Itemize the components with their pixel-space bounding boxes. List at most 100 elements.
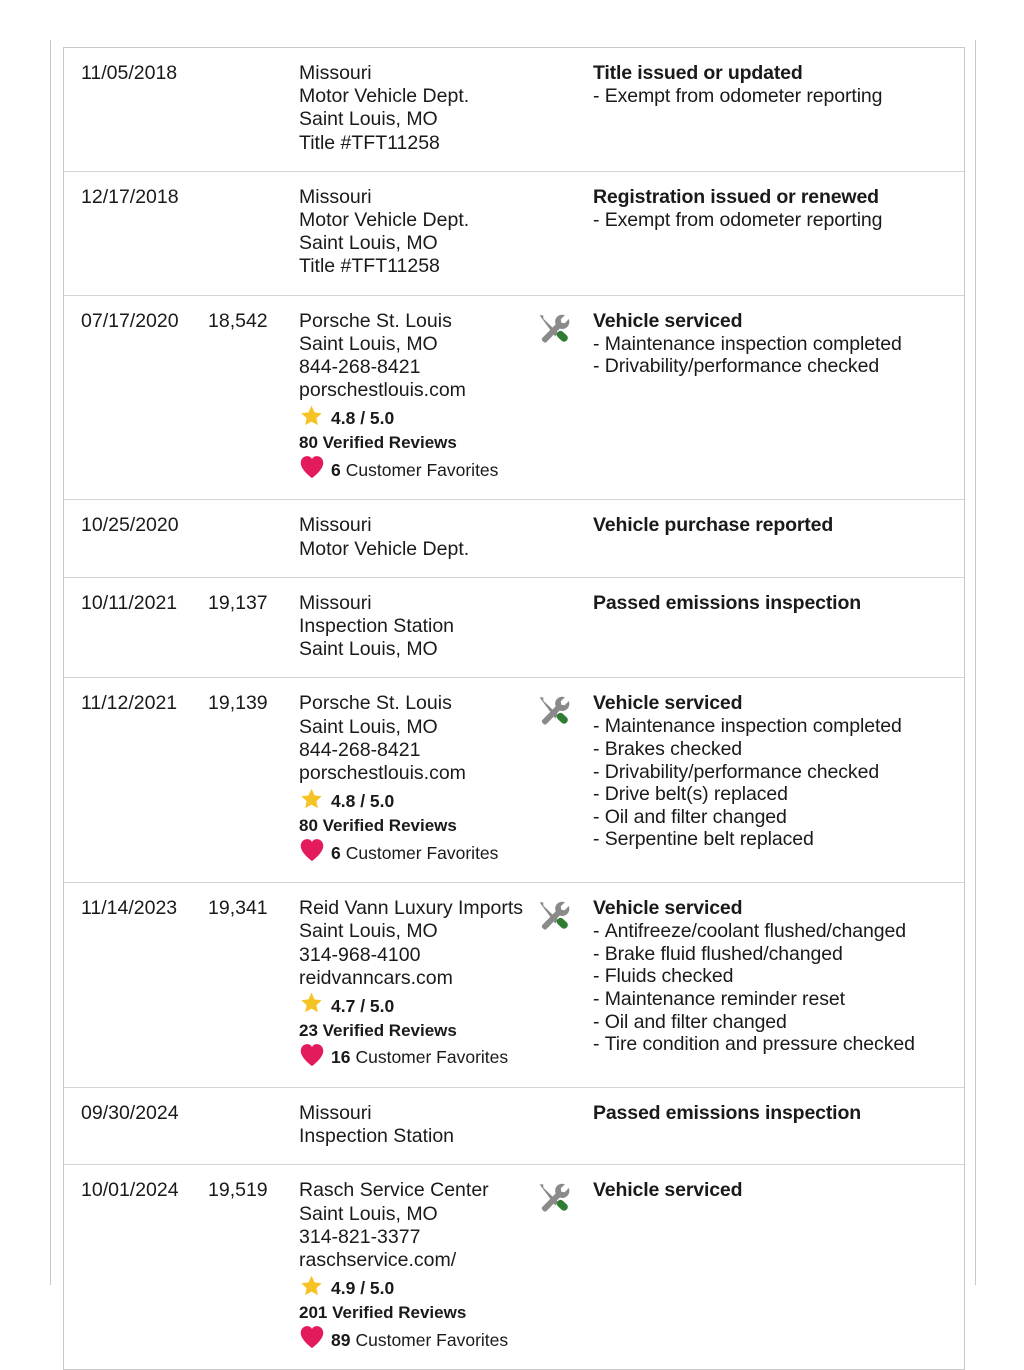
reviews-label: Verified Reviews bbox=[322, 816, 457, 836]
favorites-label: Customer Favorites bbox=[355, 1329, 509, 1350]
source-line: Motor Vehicle Dept. bbox=[299, 209, 470, 232]
source-line: Saint Louis, MO bbox=[299, 332, 438, 355]
record-event-title: Vehicle serviced bbox=[593, 309, 743, 332]
service-detail-item: Maintenance inspection completed bbox=[593, 715, 952, 738]
reviews-count: 80 bbox=[299, 816, 318, 836]
service-detail-list: Exempt from odometer reporting bbox=[593, 85, 952, 108]
record-detail: Vehicle serviced bbox=[593, 1179, 964, 1202]
rating-score: 4.9 / 5.0 bbox=[331, 1278, 395, 1299]
customer-favorites: 6 Customer Favorites bbox=[299, 838, 537, 868]
record-date: 10/01/2024 bbox=[81, 1179, 179, 1202]
source-line: Inspection Station bbox=[299, 615, 455, 638]
record-date: 11/14/2023 bbox=[81, 897, 178, 920]
table-row: 10/25/2020 Missouri Motor Vehicle Dept. Veh… bbox=[64, 500, 964, 578]
record-icon-cell bbox=[537, 514, 593, 517]
favorites-label: Customer Favorites bbox=[345, 842, 499, 863]
record-source: Missouri Inspection Station Saint Louis, M… bbox=[299, 592, 537, 662]
source-line: reidvanncars.com bbox=[299, 966, 453, 989]
star-icon bbox=[299, 787, 324, 817]
service-detail-item: Serpentine belt replaced bbox=[593, 828, 952, 851]
page-edge-rule-right bbox=[975, 40, 976, 1285]
reviews-label: Verified Reviews bbox=[322, 433, 457, 453]
source-line: Saint Louis, MO bbox=[299, 108, 438, 131]
reviews-count: 23 bbox=[299, 1021, 318, 1041]
service-detail-item: Oil and filter changed bbox=[593, 806, 952, 829]
record-event-title: Registration issued or renewed bbox=[593, 185, 879, 208]
record-event-title: Vehicle serviced bbox=[593, 692, 743, 715]
vehicle-history-table: 11/05/2018 Missouri Motor Vehicle Dept. Sai… bbox=[63, 47, 965, 1370]
favorites-count: 89 bbox=[331, 1329, 351, 1350]
record-event-title: Passed emissions inspection bbox=[593, 591, 861, 614]
record-odometer: 19,139 bbox=[208, 692, 268, 715]
source-line: Missouri bbox=[299, 62, 372, 84]
service-detail-item: Brakes checked bbox=[593, 738, 952, 761]
source-line: Missouri bbox=[299, 185, 372, 208]
record-source: Porsche St. Louis Saint Louis, MO 844-268-… bbox=[299, 310, 537, 484]
favorites-count: 16 bbox=[331, 1047, 351, 1068]
favorites-count: 6 bbox=[331, 459, 341, 480]
star-icon bbox=[299, 1274, 324, 1304]
service-detail-item: Fluids checked bbox=[593, 965, 952, 988]
record-date: 12/17/2018 bbox=[81, 185, 179, 208]
source-line: Saint Louis, MO bbox=[299, 1202, 438, 1225]
wrench-screwdriver-icon bbox=[537, 1182, 593, 1219]
source-line: Missouri bbox=[299, 591, 372, 614]
verified-reviews: 23 Verified Reviews bbox=[299, 1020, 537, 1042]
record-detail: Passed emissions inspection bbox=[593, 592, 964, 615]
service-detail-item: Exempt from odometer reporting bbox=[593, 85, 952, 108]
source-line: 844-268-8421 bbox=[299, 738, 421, 761]
record-source: Missouri Motor Vehicle Dept. bbox=[299, 514, 537, 560]
record-detail: Title issued or updatedExempt from odome… bbox=[593, 62, 964, 108]
star-icon bbox=[299, 991, 324, 1021]
wrench-screwdriver-icon bbox=[537, 900, 593, 937]
source-line: 314-821-3377 bbox=[299, 1225, 421, 1248]
service-detail-item: Brake fluid flushed/changed bbox=[593, 943, 952, 966]
source-line: 844-268-8421 bbox=[299, 356, 421, 379]
table-row: 11/05/2018 Missouri Motor Vehicle Dept. Sai… bbox=[64, 48, 964, 172]
reviews-count: 201 bbox=[299, 1303, 328, 1323]
heart-icon bbox=[299, 1043, 325, 1073]
service-detail-item: Drive belt(s) replaced bbox=[593, 783, 952, 806]
source-line: Motor Vehicle Dept. bbox=[299, 85, 470, 108]
source-line: Porsche St. Louis bbox=[299, 692, 452, 715]
reviews-label: Verified Reviews bbox=[322, 1021, 457, 1041]
service-detail-list: Exempt from odometer reporting bbox=[593, 209, 952, 232]
record-detail: Vehicle purchase reported bbox=[593, 514, 964, 537]
source-line: Saint Louis, MO bbox=[299, 232, 438, 255]
source-line: raschservice.com/ bbox=[299, 1249, 457, 1272]
record-source: Missouri Motor Vehicle Dept. Saint Louis, … bbox=[299, 62, 537, 155]
dealer-rating: 4.7 / 5.0 bbox=[299, 991, 537, 1021]
service-detail-item: Antifreeze/coolant flushed/changed bbox=[593, 920, 952, 943]
reviews-label: Verified Reviews bbox=[332, 1303, 467, 1323]
source-line: porschestlouis.com bbox=[299, 762, 466, 785]
table-row: 10/01/2024 19,519 Rasch Service Center Sain… bbox=[64, 1165, 964, 1369]
record-icon-cell bbox=[537, 1179, 593, 1219]
service-detail-list: Maintenance inspection completedDrivabil… bbox=[593, 333, 952, 378]
verified-reviews: 80 Verified Reviews bbox=[299, 815, 537, 837]
source-line: Saint Louis, MO bbox=[299, 638, 438, 661]
record-odometer: 18,542 bbox=[208, 309, 268, 332]
customer-favorites: 89 Customer Favorites bbox=[299, 1326, 537, 1353]
record-icon-cell bbox=[537, 897, 593, 937]
record-detail: Passed emissions inspection bbox=[593, 1102, 964, 1125]
record-detail: Vehicle servicedMaintenance inspection c… bbox=[593, 692, 964, 851]
source-line: Saint Louis, MO bbox=[299, 715, 438, 738]
dealer-rating: 4.8 / 5.0 bbox=[299, 787, 537, 817]
record-date: 11/05/2018 bbox=[81, 62, 178, 84]
source-line: porschestlouis.com bbox=[299, 379, 466, 402]
record-source: Reid Vann Luxury Imports Saint Louis, MO 3… bbox=[299, 897, 537, 1071]
reviews-count: 80 bbox=[299, 433, 318, 453]
source-line: Reid Vann Luxury Imports bbox=[299, 897, 523, 920]
favorites-label: Customer Favorites bbox=[355, 1047, 509, 1068]
record-source: Rasch Service Center Saint Louis, MO 314-8… bbox=[299, 1179, 537, 1353]
record-source: Missouri Motor Vehicle Dept. Saint Louis, … bbox=[299, 186, 537, 279]
record-icon-cell bbox=[537, 186, 593, 189]
customer-favorites: 6 Customer Favorites bbox=[299, 456, 537, 483]
source-line: Saint Louis, MO bbox=[299, 920, 438, 943]
source-line: Missouri bbox=[299, 1102, 372, 1125]
service-detail-item: Oil and filter changed bbox=[593, 1011, 952, 1034]
record-source: Porsche St. Louis Saint Louis, MO 844-268-… bbox=[299, 692, 537, 866]
record-event-title: Vehicle serviced bbox=[593, 1179, 743, 1202]
heart-icon bbox=[299, 838, 325, 868]
table-row: 11/12/2021 19,139 Porsche St. Louis Saint L… bbox=[64, 678, 964, 884]
